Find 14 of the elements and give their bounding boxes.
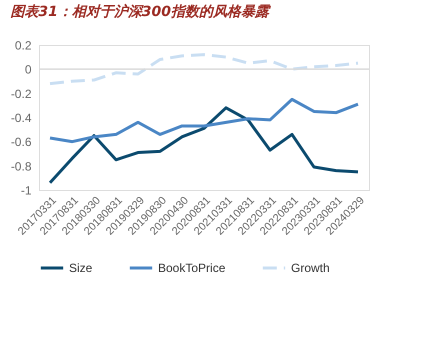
y-tick-label: -0.2 bbox=[10, 86, 32, 101]
legend-label: Size bbox=[69, 261, 93, 275]
y-tick-label: -0.4 bbox=[10, 111, 32, 125]
legend-label: BookToPrice bbox=[158, 261, 226, 275]
y-tick-label: -1 bbox=[20, 184, 32, 198]
y-tick-label: 0.2 bbox=[14, 38, 32, 52]
line-series bbox=[48, 106, 360, 184]
line-series bbox=[48, 98, 360, 144]
legend-label: Growth bbox=[291, 261, 330, 275]
y-tick-label: -0.6 bbox=[10, 135, 32, 150]
y-tick-label: -0.8 bbox=[10, 159, 32, 174]
y-tick-label: 0 bbox=[24, 62, 32, 77]
chart-title: 图表31：相对于沪深300指数的风格暴露 bbox=[10, 3, 272, 20]
line-series bbox=[48, 53, 360, 86]
